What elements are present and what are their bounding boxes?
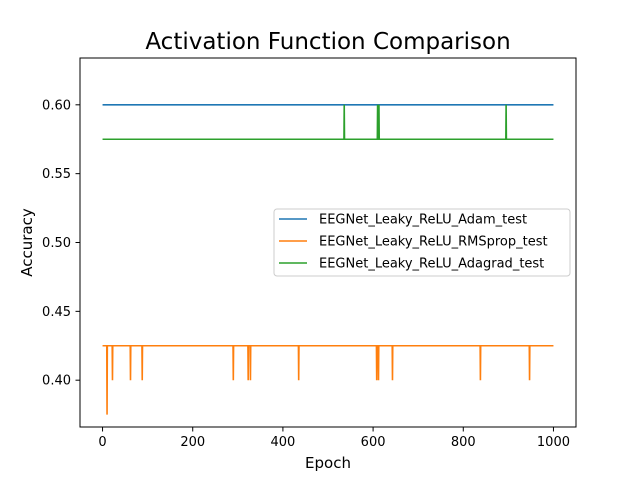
y-tick-label: 0.40 bbox=[42, 374, 71, 389]
x-tick-label: 0 bbox=[98, 435, 106, 450]
plot-lines bbox=[102, 104, 554, 415]
y-tick-label: 0.45 bbox=[42, 305, 71, 320]
x-tick-label: 200 bbox=[180, 435, 205, 450]
chart-title: Activation Function Comparison bbox=[145, 29, 510, 55]
x-tick-label: 400 bbox=[270, 435, 295, 450]
x-tick-label: 600 bbox=[361, 435, 386, 450]
x-tick-label: 1000 bbox=[537, 435, 570, 450]
x-axis-label: Epoch bbox=[305, 454, 351, 472]
y-tick-label: 0.60 bbox=[42, 98, 71, 113]
legend: EEGNet_Leaky_ReLU_Adam_test EEGNet_Leaky_… bbox=[273, 208, 571, 277]
y-axis-label: Accuracy bbox=[18, 208, 36, 277]
y-axis: 0.40 0.45 0.50 0.55 0.60 bbox=[42, 98, 80, 389]
y-tick-label: 0.50 bbox=[42, 236, 71, 251]
x-tick-label: 800 bbox=[451, 435, 476, 450]
series-line-2 bbox=[102, 344, 554, 415]
y-tick-label: 0.55 bbox=[42, 167, 71, 182]
legend-label-3: EEGNet_Leaky_ReLU_Adagrad_test bbox=[319, 257, 544, 272]
legend-label-2: EEGNet_Leaky_ReLU_RMSprop_test bbox=[319, 235, 548, 250]
legend-box bbox=[273, 208, 571, 277]
legend-label-1: EEGNet_Leaky_ReLU_Adam_test bbox=[319, 213, 527, 228]
x-axis: 0 200 400 600 800 1000 bbox=[98, 427, 570, 450]
series-line-3 bbox=[102, 104, 554, 141]
